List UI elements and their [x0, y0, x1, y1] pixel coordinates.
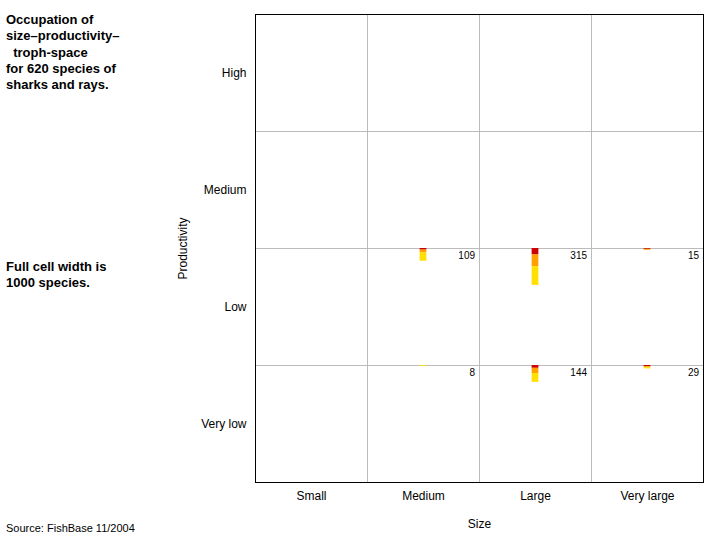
svg-text:High: High — [222, 66, 247, 80]
svg-text:315: 315 — [570, 250, 587, 261]
html-text:Occupation of size–productivit: Occupation of size–productivity– troph-s… — [6, 12, 120, 92]
svg-text:29: 29 — [688, 367, 700, 378]
svg-text:Medium: Medium — [204, 183, 247, 197]
svg-text:Medium: Medium — [402, 489, 445, 503]
svg-text:15: 15 — [688, 250, 700, 261]
html-text:Source: FishBase 11/2004: Source: FishBase 11/2004 — [6, 522, 135, 534]
svg-text:Productivity: Productivity — [176, 217, 190, 279]
svg-text:Small: Small — [296, 489, 326, 503]
svg-text:Very large: Very large — [620, 489, 674, 503]
svg-text:Very low: Very low — [201, 417, 247, 431]
svg-text:8: 8 — [469, 367, 475, 378]
svg-text:144: 144 — [570, 367, 587, 378]
svg-text:Size: Size — [468, 517, 492, 531]
svg-text:109: 109 — [458, 250, 475, 261]
html-text:Full cell width is 1000 specie: Full cell width is 1000 species. — [6, 259, 107, 291]
svg-text:Large: Large — [520, 489, 551, 503]
svg-text:Low: Low — [224, 300, 246, 314]
